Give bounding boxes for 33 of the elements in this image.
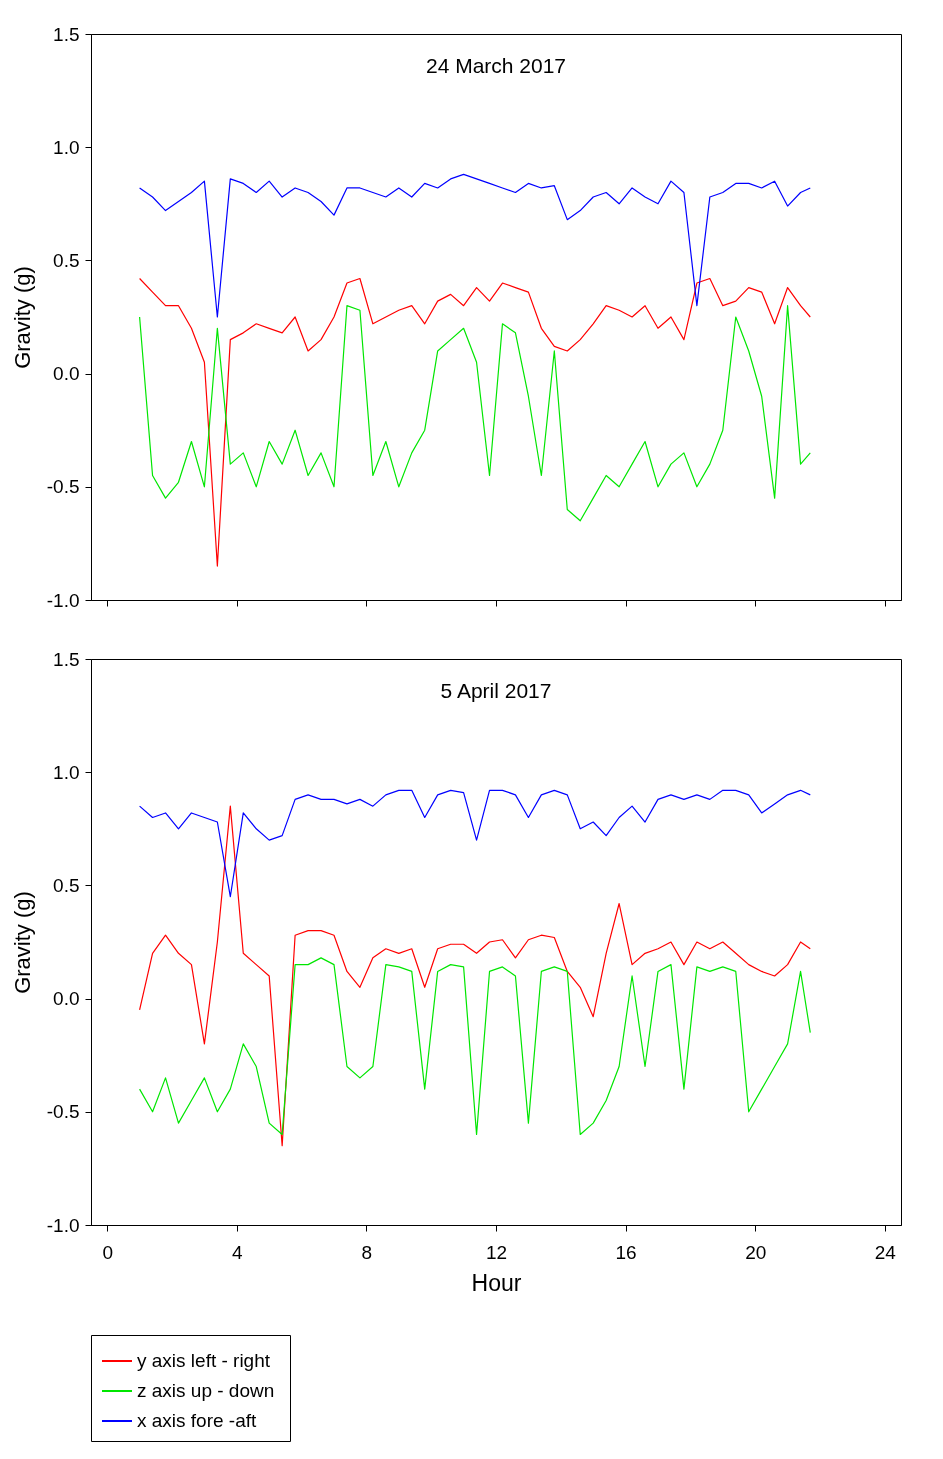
x-tick-label: 4 — [232, 1241, 244, 1263]
x-tick-label: 8 — [361, 1241, 373, 1263]
legend-label: y axis left - right — [137, 1350, 271, 1371]
line-series — [139, 277, 811, 567]
y-tick-label: 0.5 — [53, 249, 80, 271]
line-series — [139, 305, 811, 522]
legend-label: x axis fore -aft — [137, 1410, 258, 1431]
text: 5 April 2017 — [440, 679, 552, 702]
line-series — [139, 173, 811, 318]
x-axis-title: Hour — [471, 1269, 522, 1296]
text: 24 March 2017 — [425, 54, 567, 77]
x-tick-label: 16 — [615, 1241, 637, 1263]
y-tick-label: -0.5 — [46, 1101, 80, 1123]
y-tick-label: 1.0 — [53, 761, 80, 783]
y-tick-label: 1.5 — [53, 23, 80, 45]
x-tick-label: 24 — [874, 1241, 897, 1263]
y-tick-label: 1.0 — [53, 136, 80, 158]
y-axis-title: Gravity (g) — [9, 266, 35, 369]
y-tick-label: 0.5 — [53, 874, 80, 896]
line-series — [139, 789, 811, 898]
y-tick-label: -1.0 — [46, 1214, 80, 1236]
x-tick-label: 20 — [745, 1241, 767, 1263]
line-series — [139, 805, 811, 1147]
y-tick-label: -1.0 — [46, 589, 80, 611]
y-tick-label: 0.0 — [53, 363, 80, 385]
y-tick-label: 0.0 — [53, 988, 80, 1010]
line-series — [139, 957, 811, 1136]
x-tick-label: 12 — [485, 1241, 508, 1263]
y-tick-label: -0.5 — [46, 476, 80, 498]
y-tick-label: 1.5 — [53, 648, 80, 670]
x-tick-label: 0 — [102, 1241, 113, 1263]
legend-label: z axis up - down — [137, 1380, 275, 1401]
y-axis-title: Gravity (g) — [9, 891, 35, 994]
